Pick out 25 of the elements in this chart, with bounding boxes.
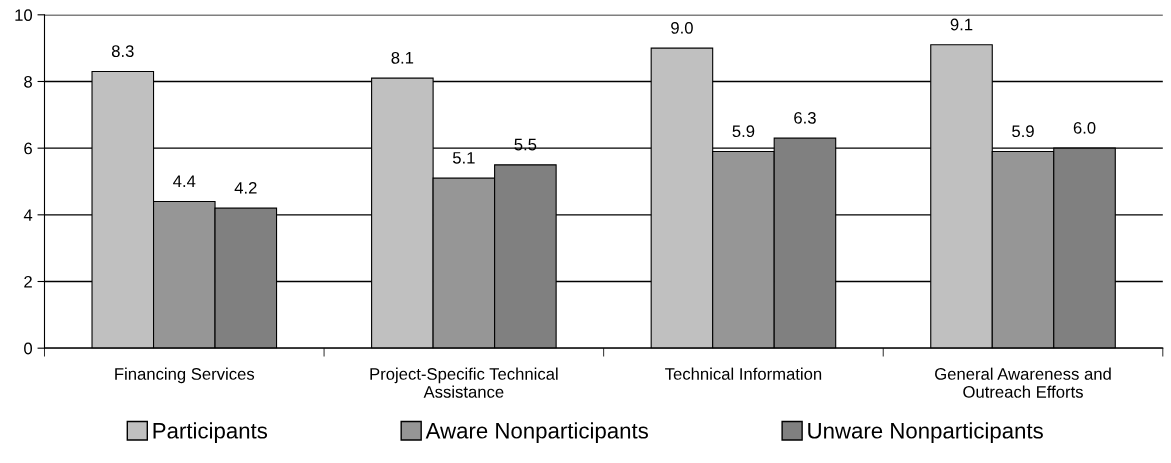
data-label: 6.0	[1073, 121, 1096, 134]
data-label: 9.0	[671, 21, 693, 34]
data-label: 4.2	[234, 181, 257, 194]
x-tick-label: Project-Specific Technical Assistance	[370, 367, 558, 398]
data-label: 6.3	[794, 111, 816, 124]
data-label: 5.9	[1012, 125, 1034, 138]
data-label: 9.1	[950, 18, 973, 31]
x-tick-label: General Awareness and Outreach Efforts	[935, 367, 1111, 398]
y-tick-label: 6	[24, 142, 32, 155]
data-label: 5.5	[514, 138, 537, 151]
legend-label: Participants	[153, 422, 268, 443]
y-tick-label: 10	[15, 9, 33, 22]
data-label: 8.3	[111, 45, 134, 58]
x-tick-label: Technical Information	[665, 367, 822, 380]
legend-label: Aware Nonparticipants	[425, 422, 648, 443]
y-tick-label: 2	[24, 275, 32, 288]
data-label: 5.9	[732, 125, 755, 138]
y-tick-label: 8	[24, 75, 32, 88]
x-tick-label: Financing Services	[115, 367, 255, 384]
y-tick-label: 0	[24, 342, 33, 355]
y-tick-label: 4	[23, 209, 33, 221]
data-label: 8.1	[391, 51, 414, 64]
data-label: 5.1	[452, 152, 475, 164]
data-label: 4.4	[173, 175, 196, 187]
legend-label: Unware Nonparticipants	[808, 422, 1043, 443]
